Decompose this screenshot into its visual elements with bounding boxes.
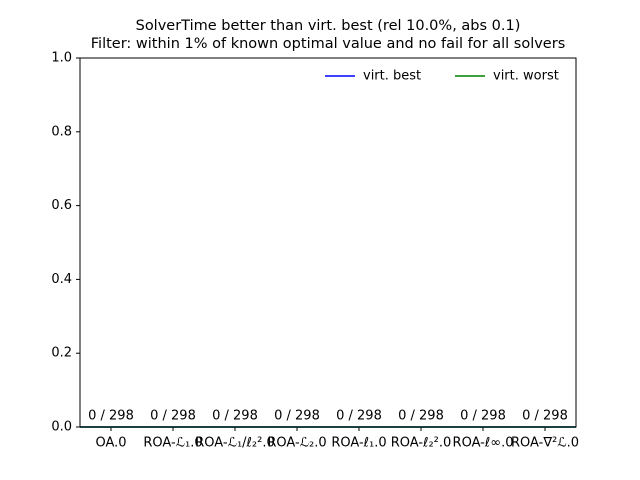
value-label: 0 / 298 xyxy=(460,409,506,424)
legend-label: virt. best xyxy=(363,69,421,84)
plot-frame xyxy=(79,57,577,428)
y-tick-label: 0.8 xyxy=(51,124,72,139)
x-tick-label: ROA-∇²ℒ.0 xyxy=(511,436,579,451)
chart-subtitle: Filter: within 1% of known optimal value… xyxy=(91,36,566,52)
y-tick-label: 0.0 xyxy=(51,420,72,435)
x-tick-label: ROA-ℒ₁.0 xyxy=(143,436,202,451)
x-tick-label: ROA-ℓ₁.0 xyxy=(331,436,386,451)
value-label: 0 / 298 xyxy=(336,409,382,424)
x-tick-label: ROA-ℓ₂².0 xyxy=(391,436,452,451)
legend-label: virt. worst xyxy=(493,69,559,84)
x-tick-label: ROA-ℓ∞.0 xyxy=(453,436,514,451)
value-label: 0 / 298 xyxy=(212,409,258,424)
y-tick-label: 1.0 xyxy=(51,51,72,66)
value-label: 0 / 298 xyxy=(88,409,134,424)
value-label: 0 / 298 xyxy=(274,409,320,424)
value-label: 0 / 298 xyxy=(522,409,568,424)
x-tick-label: OA.0 xyxy=(95,436,126,451)
x-tick-label: ROA-ℒ₂.0 xyxy=(267,436,326,451)
x-tick-label: ROA-ℒ₁/ℓ₂².0 xyxy=(195,436,275,451)
value-label: 0 / 298 xyxy=(398,409,444,424)
chart-title: SolverTime better than virt. best (rel 1… xyxy=(136,18,521,34)
value-label: 0 / 298 xyxy=(150,409,196,424)
y-tick-label: 0.4 xyxy=(51,272,72,287)
y-tick-label: 0.6 xyxy=(51,198,72,213)
y-tick-label: 0.2 xyxy=(51,346,72,361)
